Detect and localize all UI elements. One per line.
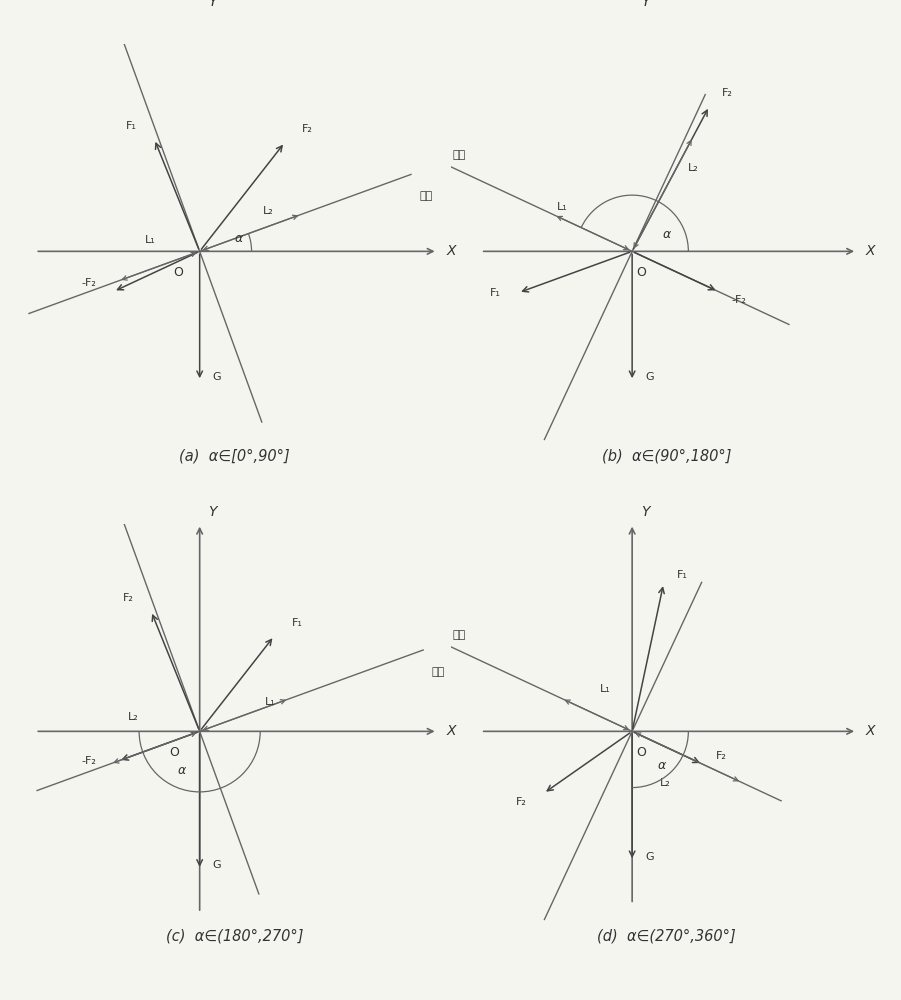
Text: L₂: L₂: [660, 778, 670, 788]
Text: G: G: [645, 852, 654, 862]
Text: -F₂: -F₂: [82, 756, 96, 766]
Text: 转子: 转子: [420, 191, 432, 201]
Text: $\alpha$: $\alpha$: [658, 759, 668, 772]
Text: Y: Y: [208, 505, 217, 519]
Text: Y: Y: [641, 505, 650, 519]
Text: X: X: [446, 724, 456, 738]
Text: O: O: [168, 746, 178, 759]
Text: F₁: F₁: [490, 288, 501, 298]
Text: -F₂: -F₂: [81, 278, 96, 288]
Text: L₂: L₂: [687, 163, 698, 173]
Text: $\alpha$: $\alpha$: [661, 228, 672, 241]
Text: L₂: L₂: [128, 712, 139, 722]
Text: L₁: L₁: [558, 202, 568, 212]
Text: (c)  α∈(180°,270°]: (c) α∈(180°,270°]: [166, 928, 303, 943]
Text: O: O: [173, 266, 183, 279]
Text: $\alpha$: $\alpha$: [233, 232, 243, 245]
Text: L₂: L₂: [262, 206, 273, 216]
Text: O: O: [636, 266, 646, 279]
Text: (d)  α∈(270°,360°]: (d) α∈(270°,360°]: [597, 928, 736, 943]
Text: F₁: F₁: [677, 570, 687, 580]
Text: F₁: F₁: [292, 618, 303, 628]
Text: F₁: F₁: [126, 121, 137, 131]
Text: 转子: 转子: [432, 667, 445, 677]
Text: F₂: F₂: [123, 593, 133, 603]
Text: G: G: [645, 372, 654, 382]
Text: X: X: [866, 244, 875, 258]
Text: 转子: 转子: [452, 630, 466, 640]
Text: -F₂: -F₂: [732, 295, 746, 305]
Text: F₂: F₂: [515, 797, 526, 807]
Text: (b)  α∈(90°,180°]: (b) α∈(90°,180°]: [602, 448, 732, 463]
Text: O: O: [636, 746, 646, 759]
Text: L₁: L₁: [600, 684, 611, 694]
Text: F₂: F₂: [302, 124, 313, 134]
Text: Y: Y: [208, 0, 217, 9]
Text: L₁: L₁: [265, 697, 276, 707]
Text: G: G: [213, 372, 222, 382]
Text: X: X: [446, 244, 456, 258]
Text: Y: Y: [641, 0, 650, 9]
Text: X: X: [866, 724, 875, 738]
Text: F₂: F₂: [715, 751, 726, 761]
Text: G: G: [213, 860, 222, 870]
Text: F₂: F₂: [723, 88, 733, 98]
Text: 转子: 转子: [452, 150, 466, 160]
Text: L₁: L₁: [145, 235, 156, 245]
Text: (a)  α∈[0°,90°]: (a) α∈[0°,90°]: [179, 448, 289, 463]
Text: $\alpha$: $\alpha$: [177, 764, 187, 777]
